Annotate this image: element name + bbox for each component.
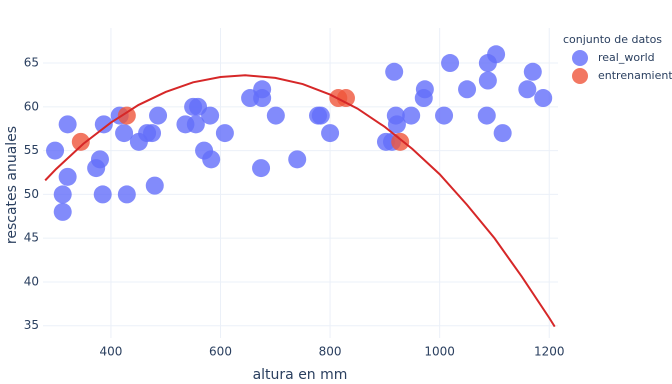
- point: [478, 71, 497, 90]
- point: [523, 62, 542, 81]
- point: [58, 167, 77, 186]
- x-tick-label: 1200: [534, 345, 565, 359]
- y-axis-title: rescates anuales: [4, 126, 20, 244]
- y-tick-label: 35: [24, 318, 39, 332]
- x-tick-label: 800: [319, 345, 342, 359]
- point: [458, 80, 477, 99]
- point: [387, 115, 406, 134]
- point: [288, 150, 307, 169]
- point: [201, 106, 220, 125]
- point: [266, 106, 285, 125]
- legend-label: entrenamiento: [598, 69, 672, 82]
- point: [117, 185, 136, 204]
- legend-title: conjunto de datos: [563, 33, 662, 46]
- y-tick-label: 55: [24, 143, 39, 157]
- fit-line: [44, 74, 556, 328]
- legend-marker: [572, 68, 588, 84]
- x-tick-label: 1000: [424, 345, 455, 359]
- point: [336, 89, 355, 108]
- point: [90, 150, 109, 169]
- x-tick-label: 400: [99, 345, 122, 359]
- point: [215, 124, 234, 143]
- point: [253, 80, 272, 99]
- point: [71, 132, 90, 151]
- point: [385, 62, 404, 81]
- point: [477, 106, 496, 125]
- point: [143, 124, 162, 143]
- point: [93, 185, 112, 204]
- point: [252, 159, 271, 178]
- point: [435, 106, 454, 125]
- legend-label: real_world: [598, 51, 655, 64]
- point: [391, 132, 410, 151]
- y-tick-label: 50: [24, 187, 39, 201]
- point: [117, 106, 136, 125]
- legend-marker: [572, 50, 588, 66]
- point: [202, 150, 221, 169]
- point: [145, 176, 164, 195]
- point: [46, 141, 65, 160]
- point: [53, 202, 72, 221]
- x-tick-label: 600: [209, 345, 232, 359]
- y-tick-label: 65: [24, 56, 39, 70]
- point: [534, 89, 553, 108]
- point: [53, 185, 72, 204]
- point: [493, 124, 512, 143]
- point: [94, 115, 113, 134]
- y-tick-label: 40: [24, 274, 39, 288]
- point: [311, 106, 330, 125]
- point: [149, 106, 168, 125]
- point: [441, 54, 460, 73]
- point: [115, 124, 134, 143]
- point: [321, 124, 340, 143]
- y-tick-label: 45: [24, 231, 39, 245]
- x-axis-title: altura en mm: [253, 367, 348, 383]
- point: [487, 45, 506, 64]
- y-tick-label: 60: [24, 99, 39, 113]
- point: [402, 106, 421, 125]
- point: [518, 80, 537, 99]
- point: [415, 80, 434, 99]
- point: [58, 115, 77, 134]
- point: [186, 115, 205, 134]
